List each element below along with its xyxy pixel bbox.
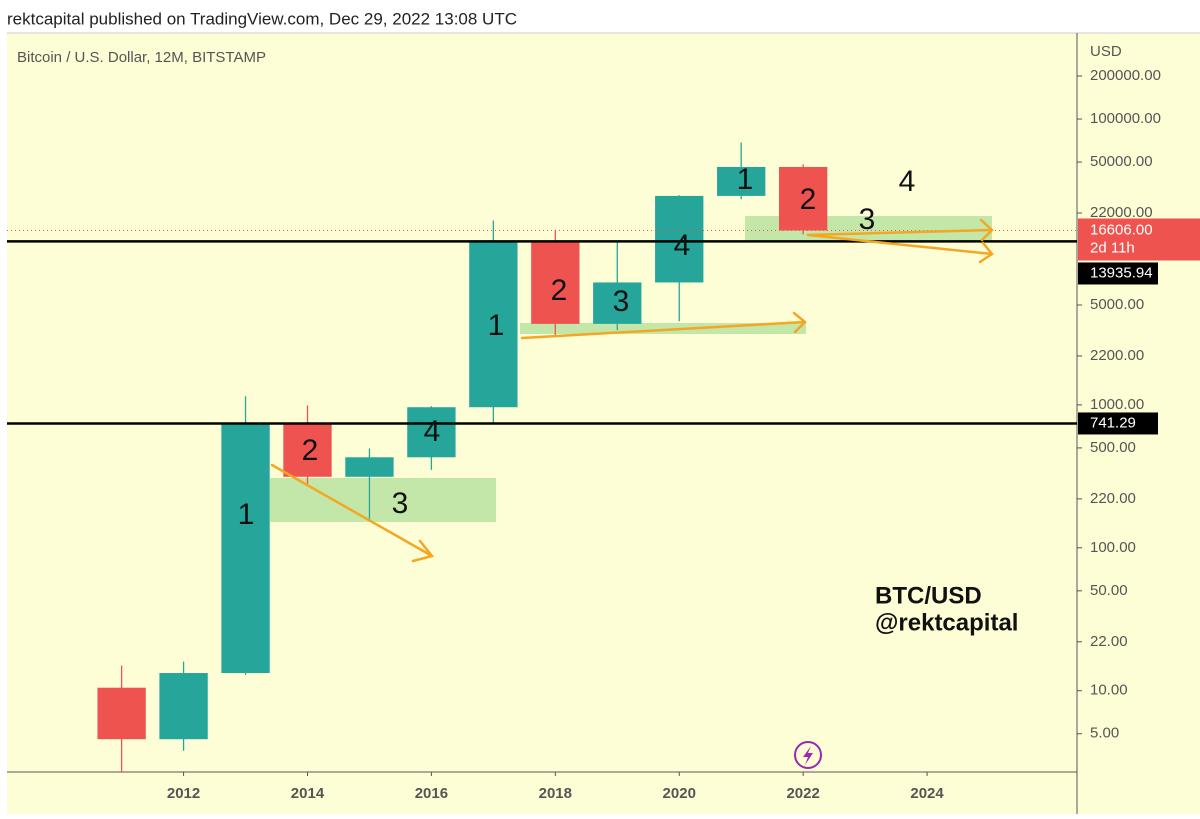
y-tick-label: 50000.00	[1090, 153, 1153, 170]
y-tick-label: 100000.00	[1090, 110, 1161, 127]
cycle-label: 3	[859, 203, 876, 236]
arrow	[520, 311, 807, 340]
candle-body	[655, 195, 704, 283]
y-tick-label: 100.00	[1090, 539, 1136, 556]
y-tick-label: 200000.00	[1090, 67, 1161, 84]
plot-area	[7, 33, 1077, 772]
y-tick-label: 50.00	[1090, 582, 1128, 599]
arrow	[270, 463, 435, 563]
support-zone	[270, 478, 496, 522]
candle-body	[159, 673, 208, 740]
candle-body	[97, 687, 146, 740]
y-tick-label: 5.00	[1090, 725, 1119, 742]
x-tick-label: 2016	[415, 785, 448, 802]
last-price-box	[1078, 218, 1200, 261]
time-axis-area	[7, 772, 1077, 814]
arrows	[270, 218, 994, 563]
y-tick-label: 5000.00	[1090, 296, 1144, 313]
candle-body	[717, 166, 766, 196]
cycle-label: 1	[737, 163, 754, 196]
symbol-title: Bitcoin / U.S. Dollar, 12M, BITSTAMP	[17, 49, 266, 66]
watermark: @rektcapital	[875, 609, 1018, 636]
y-tick-label: 2200.00	[1090, 347, 1144, 364]
last-price-label: 16606.00	[1090, 221, 1153, 238]
price-line-label: 13935.94	[1090, 264, 1153, 281]
cycle-label: 4	[674, 229, 691, 262]
y-tick-label: 10.00	[1090, 682, 1128, 699]
publish-header: rektcapital published on TradingView.com…	[7, 9, 517, 28]
price-line-label: 741.29	[1090, 414, 1136, 431]
candle-body	[531, 241, 580, 324]
x-tick-label: 2020	[663, 785, 696, 802]
support-zone	[520, 323, 806, 334]
candle-body	[593, 282, 642, 324]
x-tick-label: 2014	[291, 785, 325, 802]
candle-body	[283, 424, 332, 477]
x-tick-label: 2018	[539, 785, 572, 802]
y-tick-label: 22000.00	[1090, 204, 1153, 221]
y-tick-label: 22.00	[1090, 633, 1128, 650]
cycle-label: 2	[800, 183, 817, 216]
cycle-label: 3	[392, 487, 409, 520]
countdown-label: 2d 11h	[1090, 239, 1135, 256]
candle-body	[345, 457, 394, 477]
arrow	[806, 218, 994, 242]
cycle-label: 4	[424, 415, 441, 448]
price-line-box	[1078, 412, 1158, 435]
price-line-box	[1078, 262, 1158, 285]
arrow	[806, 233, 994, 264]
cycle-label: 4	[899, 165, 916, 198]
candle-body	[221, 424, 270, 674]
candle-body	[469, 241, 518, 408]
price-axis-unit: USD	[1090, 43, 1122, 60]
candles	[97, 142, 828, 772]
zones	[270, 216, 992, 522]
y-tick-label: 500.00	[1090, 439, 1136, 456]
y-tick-label: 220.00	[1090, 490, 1136, 507]
lightning-icon[interactable]	[794, 741, 822, 769]
cycle-label: 1	[238, 498, 255, 531]
candle-body	[407, 407, 456, 458]
lightning-bolt	[803, 746, 813, 765]
y-tick-label: 1000.00	[1090, 396, 1144, 413]
cycle-label: 2	[302, 434, 319, 467]
watermark: BTC/USD	[875, 582, 982, 609]
cycle-label: 3	[613, 285, 630, 318]
x-tick-label: 2012	[167, 785, 200, 802]
cycle-label: 1	[488, 309, 505, 342]
candle-body	[778, 166, 828, 231]
x-tick-label: 2022	[786, 785, 819, 802]
cycle-label: 2	[551, 274, 568, 307]
x-tick-label: 2024	[910, 785, 944, 802]
